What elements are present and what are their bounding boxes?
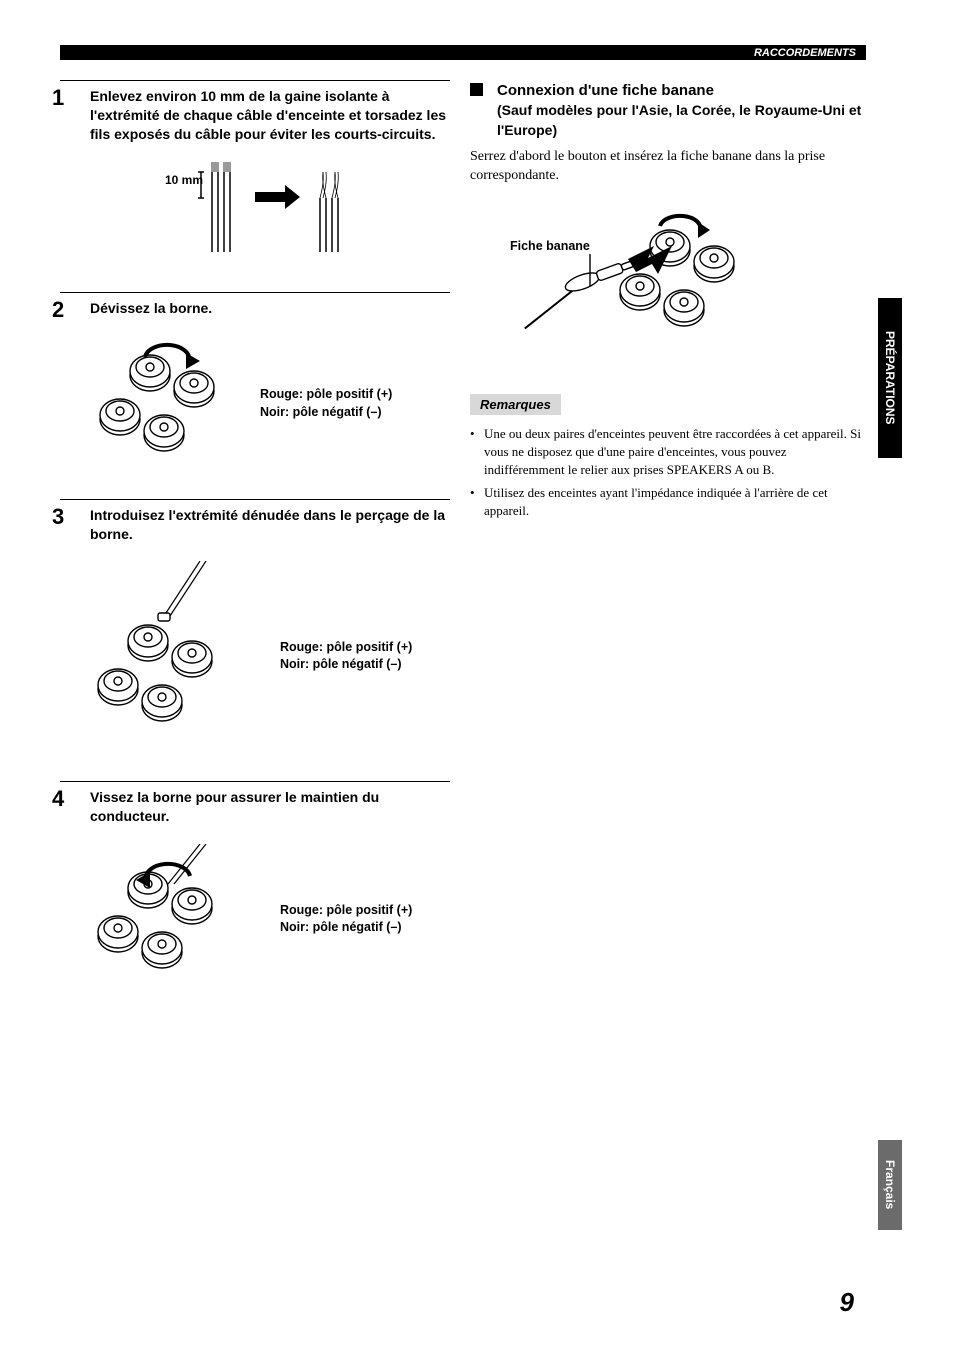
terminal-insert-figure <box>90 561 260 751</box>
step-text: Enlevez environ 10 mm de la gaine isolan… <box>90 87 450 144</box>
page-content: 1 Enlevez environ 10 mm de la gaine isol… <box>50 80 866 1288</box>
header-bar: RACCORDEMENTS <box>60 45 866 60</box>
side-tab-preparations: PRÉPARATIONS <box>878 298 902 458</box>
step-number: 1 <box>52 87 72 109</box>
step-text: Vissez la borne pour assurer le maintien… <box>90 788 450 826</box>
step-text: Dévissez la borne. <box>90 299 450 318</box>
banana-body: Serrez d'abord le bouton et insérez la f… <box>470 148 866 186</box>
remark-item: Utilisez des enceintes ayant l'impédance… <box>470 484 866 520</box>
polarity-caption: Rouge: pôle positif (+) Noir: pôle négat… <box>260 386 392 421</box>
banana-subtitle: (Sauf modèles pour l'Asie, la Corée, le … <box>497 101 866 140</box>
step-2: 2 Dévissez la borne. <box>50 292 450 469</box>
banana-figure: Fiche banane <box>500 204 866 364</box>
polarity-caption: Rouge: pôle positif (+) Noir: pôle négat… <box>280 639 412 674</box>
right-column: Connexion d'une fiche banane (Sauf modèl… <box>470 80 866 1288</box>
header-section: RACCORDEMENTS <box>754 47 856 59</box>
step-number: 2 <box>52 299 72 321</box>
remark-item: Une ou deux paires d'enceintes peuvent ê… <box>470 425 866 480</box>
remarks-list: Une ou deux paires d'enceintes peuvent ê… <box>470 425 866 520</box>
bullet-square-icon <box>470 83 483 96</box>
banana-heading: Connexion d'une fiche banane (Sauf modèl… <box>470 80 866 140</box>
measure-label: 10 mm <box>165 173 203 187</box>
banana-title: Connexion d'une fiche banane <box>497 80 866 101</box>
page-number: 9 <box>840 1287 854 1318</box>
polarity-caption: Rouge: pôle positif (+) Noir: pôle négat… <box>280 902 412 937</box>
step-1: 1 Enlevez environ 10 mm de la gaine isol… <box>50 80 450 262</box>
step-text: Introduisez l'extrémité dénudée dans le … <box>90 506 450 544</box>
side-tab-language: Français <box>878 1140 902 1230</box>
step-3: 3 Introduisez l'extrémité dénudée dans l… <box>50 499 450 752</box>
remarks-heading: Remarques <box>470 394 561 415</box>
wire-strip-figure: 10 mm <box>140 162 360 262</box>
left-column: 1 Enlevez environ 10 mm de la gaine isol… <box>50 80 450 1288</box>
step-number: 3 <box>52 506 72 528</box>
banana-plug-label: Fiche banane <box>510 239 590 253</box>
terminal-tighten-figure <box>90 844 260 994</box>
terminal-loosen-figure <box>90 339 240 469</box>
step-number: 4 <box>52 788 72 810</box>
step-4: 4 Vissez la borne pour assurer le mainti… <box>50 781 450 994</box>
